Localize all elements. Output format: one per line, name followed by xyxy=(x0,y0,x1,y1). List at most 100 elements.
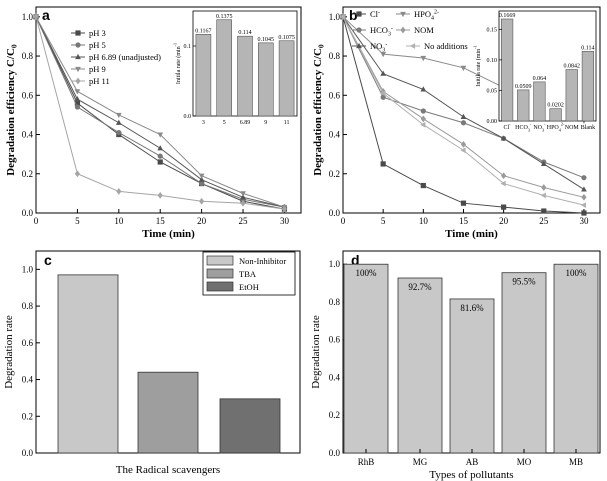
x-tick-label: 15 xyxy=(459,216,469,226)
y-axis-label: Degradation rate xyxy=(3,315,15,389)
x-tick-label: 0 xyxy=(341,216,346,226)
data-point xyxy=(460,140,467,148)
data-point xyxy=(420,86,427,92)
inset-y-tick-label: 0.05 xyxy=(487,88,498,94)
legend-swatch xyxy=(206,281,234,292)
legend-marker xyxy=(75,30,81,36)
data-point xyxy=(581,175,587,181)
inset-bar-label: 0.114 xyxy=(238,30,251,36)
legend-entry: HCO3- xyxy=(370,25,393,38)
legend-marker xyxy=(75,42,81,48)
bar xyxy=(449,298,495,454)
y-tick-label: 0.0 xyxy=(329,208,341,218)
data-point xyxy=(115,112,122,119)
data-point xyxy=(157,145,164,151)
inset-x-tick-label: Blank xyxy=(581,125,595,131)
data-point xyxy=(240,191,246,197)
data-point xyxy=(580,202,587,209)
y-tick-label: 0.4 xyxy=(22,130,34,140)
legend-marker xyxy=(356,27,362,33)
legend-entry: NO3- xyxy=(370,41,387,54)
data-point xyxy=(460,147,466,154)
inset-frame xyxy=(498,10,597,122)
y-axis-label: Degradation efficiency C/C0 xyxy=(5,44,19,176)
data-point xyxy=(157,159,163,165)
y-tick-label: 0.0 xyxy=(22,448,34,458)
legend-swatch xyxy=(206,255,234,266)
panel-letter: b xyxy=(349,7,358,23)
data-point xyxy=(157,191,163,199)
legend-entry: pH 5 xyxy=(89,40,106,50)
y-axis-label: Degradation rate xyxy=(310,315,322,389)
data-point xyxy=(240,194,246,200)
inset-bar-label: 0.0842 xyxy=(564,64,581,70)
y-tick-label: 0.6 xyxy=(329,90,341,100)
inset-bar xyxy=(216,19,232,117)
legend-marker xyxy=(75,66,81,73)
inset-x-tick-label: 9 xyxy=(264,120,267,126)
inset-x-tick-label: Cl- xyxy=(504,122,512,132)
inset-y-tick-label: 0.15 xyxy=(487,27,498,33)
inset-bar xyxy=(565,69,578,122)
data-point xyxy=(74,96,81,102)
data-point xyxy=(420,108,426,114)
y-tick-label: 0.0 xyxy=(22,208,34,218)
inset-y-tick-label: 0.1 xyxy=(184,44,192,50)
inset-y-tick-label: 0.00 xyxy=(487,119,498,125)
data-point xyxy=(581,186,587,192)
x-tick-label: 20 xyxy=(499,216,509,226)
x-axis-label: The Radical scavengers xyxy=(116,464,220,476)
x-tick-label: MG xyxy=(413,457,428,467)
inset-bar xyxy=(237,35,253,117)
bar-value-label: 95.5% xyxy=(512,277,536,287)
inset-bar-label: 0.1075 xyxy=(278,35,295,41)
data-point xyxy=(157,132,164,138)
panel-d: 0.0 0.2 0.4 0.6 0.8 1.0 d Types of pollutants De… xyxy=(310,250,601,481)
y-tick-label: 0.2 xyxy=(22,411,33,421)
legend-entry: pH 11 xyxy=(89,76,110,86)
data-point xyxy=(339,13,346,20)
y-tick-label: 0.6 xyxy=(22,90,34,100)
legend-marker xyxy=(400,26,406,34)
inset-bar-label: 0.1167 xyxy=(195,28,211,34)
bar xyxy=(57,274,119,454)
x-tick-label: 5 xyxy=(381,216,386,226)
data-point xyxy=(541,208,547,214)
inset-chart: 0.1167 3 0.1375 5 0.114 6.89 0.1045 9 0.1075 11 0.… xyxy=(173,10,298,126)
data-point xyxy=(380,161,386,167)
bar xyxy=(397,277,443,454)
inset-bar-label: 0.0202 xyxy=(547,103,564,109)
panel-letter: c xyxy=(44,252,52,268)
data-point xyxy=(199,197,205,205)
data-point xyxy=(420,115,426,123)
data-point xyxy=(460,65,467,71)
inset-bar-label: 0.0509 xyxy=(515,84,532,90)
y-tick-label: 1.0 xyxy=(22,12,34,22)
x-tick-label: 10 xyxy=(114,216,124,226)
y-tick-label: 0.4 xyxy=(329,130,341,140)
y-tick-label: 1.0 xyxy=(329,12,341,22)
x-tick-label: 5 xyxy=(75,216,80,226)
data-point xyxy=(240,199,246,207)
data-point xyxy=(74,89,81,95)
inset-bar xyxy=(517,89,530,122)
data-point xyxy=(501,172,507,180)
panel-c: 0.0 0.2 0.4 0.6 0.8 1.0 c The Radical scavenger… xyxy=(3,250,301,476)
inset-chart: 0.1669 Cl- 0.0509 HCO3- 0.064 NO3- 0.0202 HPO42… xyxy=(473,10,597,133)
data-point xyxy=(74,104,81,110)
inset-x-tick-label: NOM xyxy=(565,125,580,131)
y-tick-label: 0.2 xyxy=(22,169,33,179)
inset-bar-label: 0.1669 xyxy=(499,13,516,19)
x-tick-label: 25 xyxy=(239,216,249,226)
inset-x-tick-label: 3 xyxy=(202,120,205,126)
inset-bar-label: 0.1375 xyxy=(216,14,233,20)
data-point xyxy=(157,153,163,159)
legend-marker xyxy=(356,42,362,49)
data-point xyxy=(500,135,507,141)
inset-y-axis-label: Initila rate (min-1 xyxy=(173,43,183,84)
inset-bar xyxy=(258,42,274,117)
bar xyxy=(501,272,547,454)
y-tick-label: 0.4 xyxy=(22,375,34,385)
x-axis-label: Time (min) xyxy=(445,228,498,240)
